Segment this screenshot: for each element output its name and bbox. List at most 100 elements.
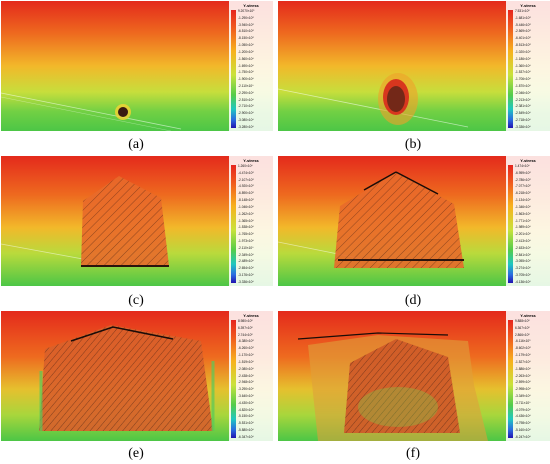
legend-ticks: 1.260×10⁶ -4.474×10⁵ -2.107×10⁵ -4.920×1… [238, 164, 272, 284]
tick-label: 9.2070×10⁵ [238, 9, 255, 13]
tick-label: -5.880×10⁶ [238, 428, 254, 432]
tick-label: -5.531×10⁶ [238, 421, 254, 426]
stress-field-d [278, 156, 550, 286]
tick-label: 8.980×10⁵ [238, 319, 253, 323]
legend-title: Y-stress [243, 3, 259, 8]
tick-label: -2.710×10⁶ [238, 104, 254, 109]
tick-label: -2.549×10⁶ [515, 111, 531, 116]
stress-field-f [278, 311, 550, 441]
tick-label: -1.170×10⁶ [238, 353, 254, 358]
color-scale-bar [231, 165, 236, 283]
tick-label: -4.079×10⁶ [515, 407, 531, 412]
legend-d: Y-stress 1.474×10⁶ -6.959×10⁵ -2.786×10⁵… [506, 156, 550, 286]
tick-label: -3.640×10⁶ [238, 393, 254, 398]
legend-ticks: 9.2070×10⁵ -1.290×10⁵ -3.940×10⁵ -6.510×… [238, 9, 272, 129]
tick-label: -3.176×10⁶ [238, 273, 254, 277]
tick-label: 6.397×10⁵ [238, 325, 253, 330]
tick-label: -1.681×10⁵ [515, 15, 531, 20]
tick-label: -1.563×10⁶ [515, 211, 531, 216]
tick-label: -1.771×10⁶ [515, 218, 531, 223]
tick-label: -4.474×10⁵ [238, 170, 254, 175]
excavation-a [118, 107, 128, 117]
tick-label: -1.560×10⁶ [238, 56, 254, 61]
tick-label: -2.080×10⁶ [238, 366, 254, 371]
caption-e: (e) [128, 446, 144, 461]
tick-label: -1.050×10⁶ [238, 43, 254, 48]
stress-field-a [1, 1, 273, 131]
caption-d: (d) [404, 293, 422, 308]
tick-label: -4.820×10⁶ [238, 407, 254, 412]
tick-label: -1.870×10⁶ [515, 83, 531, 88]
legend-title: Y-stress [520, 158, 536, 163]
tick-label: -5.150×10⁶ [238, 414, 254, 419]
tick-label: -6.260×10⁵ [238, 346, 254, 351]
tick-label: -3.336×10⁶ [515, 124, 531, 129]
tick-label: -8.513×10⁵ [515, 43, 531, 48]
tick-label: -3.940×10⁵ [238, 22, 254, 27]
legend-ticks: 9.888×10⁵ 6.367×10⁵ 2.866×10⁵ -6.116×10⁵… [515, 319, 549, 439]
tick-label: -4.436×10⁶ [515, 414, 531, 419]
tick-label: -1.290×10⁵ [238, 15, 254, 20]
tick-label: -2.654×10⁶ [238, 266, 254, 271]
caption-a: (a) [128, 137, 144, 152]
tick-label: -1.200×10⁶ [238, 49, 254, 54]
tick-label: -1.262×10⁶ [238, 211, 254, 216]
tick-label: -3.080×10⁶ [238, 118, 254, 122]
legend-title: Y-stress [520, 313, 536, 318]
color-scale-bar [508, 165, 513, 283]
tick-label: -2.948×10⁶ [238, 380, 254, 385]
stress-field-e [1, 311, 273, 441]
caption-c: (c) [128, 293, 144, 308]
tick-label: -2.718×10⁶ [515, 118, 531, 122]
tick-label: -1.186×10⁶ [515, 56, 531, 61]
stress-panel-c: Y-stress 1.260×10⁶ -4.474×10⁵ -2.107×10⁵… [1, 156, 273, 286]
tick-label: -2.290×10⁶ [238, 90, 254, 95]
tick-label: -1.900×10⁶ [238, 77, 254, 82]
legend-ticks: 1.474×10⁶ -6.959×10⁵ -2.786×10⁵ -7.077×1… [515, 164, 549, 284]
tick-label: -2.201×10⁶ [515, 232, 531, 237]
tick-label: -3.055×10⁶ [515, 259, 531, 264]
color-scale-bar [231, 10, 236, 128]
caption-f: (f) [406, 446, 420, 461]
tick-label: -8.148×10⁵ [238, 198, 254, 203]
tick-label: -2.633×10⁶ [515, 245, 531, 250]
tick-label: -6.218×10⁵ [515, 191, 531, 196]
tick-label: 1.474×10⁶ [515, 164, 530, 168]
stress-panel-f: Y-stress 9.888×10⁵ 6.367×10⁵ 2.866×10⁵ -… [278, 311, 550, 441]
legend-ticks: 8.980×10⁵ 6.397×10⁵ 2.744×10⁵ -6.380×10⁵… [238, 319, 272, 439]
color-scale-bar [508, 10, 513, 128]
tick-label: -3.336×10⁶ [238, 279, 254, 284]
legend-b: Y-stress 7.531×10⁵ -1.681×10⁵ -5.446×10⁵… [506, 1, 550, 131]
tick-label: -2.786×10⁵ [515, 177, 531, 182]
tick-label: -3.280×10⁶ [238, 124, 254, 129]
tick-label: -1.134×10⁶ [515, 198, 531, 203]
tick-label: -3.705×10⁶ [515, 273, 531, 277]
tick-label: -1.179×10⁶ [515, 353, 531, 358]
tick-label: -2.213×10⁶ [515, 97, 531, 102]
legend-title: Y-stress [520, 3, 536, 8]
legend-title: Y-stress [243, 313, 259, 318]
legend-ticks: 7.531×10⁵ -1.681×10⁵ -5.446×10⁵ -2.569×1… [515, 9, 549, 129]
color-scale-bar [508, 320, 513, 438]
legend-f: Y-stress 9.888×10⁵ 6.367×10⁵ 2.866×10⁵ -… [506, 311, 550, 441]
tick-label: -6.401×10⁵ [515, 36, 531, 41]
tick-label: -1.346×10⁶ [515, 204, 531, 209]
tick-label: -6.116×10⁵ [515, 339, 531, 344]
tick-label: -5.160×10⁶ [515, 428, 531, 432]
tick-label: 9.888×10⁵ [515, 319, 530, 323]
tick-label: -6.959×10⁵ [515, 170, 531, 175]
tick-label: 1.260×10⁶ [238, 164, 253, 168]
tick-label: -1.973×10⁶ [238, 238, 254, 243]
tick-label: -2.841×10⁶ [515, 252, 531, 257]
tick-label: -2.046×10⁶ [515, 90, 531, 95]
tick-label: -6.247×10⁶ [515, 434, 531, 439]
tick-label: -2.438×10⁶ [238, 373, 254, 378]
tick-label: -1.360×10⁶ [515, 63, 531, 68]
color-scale-bar [231, 320, 236, 438]
caption-b: (b) [404, 137, 422, 152]
tick-label: -2.110×10⁶ [238, 245, 254, 250]
stress-panel-b: Y-stress 7.531×10⁵ -1.681×10⁵ -5.446×10⁵… [278, 1, 550, 131]
tick-label: -8.602×10⁵ [515, 346, 531, 351]
tick-label: -4.136×10⁶ [515, 279, 531, 284]
tick-label: -2.900×10⁶ [238, 111, 254, 116]
